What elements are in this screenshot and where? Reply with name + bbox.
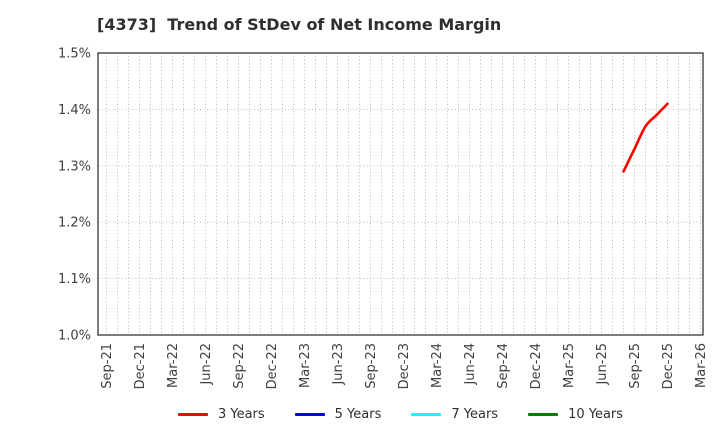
x-axis-tick-label: Jun-25 <box>595 343 610 386</box>
y-axis-tick-label: 1.5% <box>58 47 91 62</box>
y-axis-tick-label: 1.4% <box>58 103 91 118</box>
x-axis-tick-label: Dec-22 <box>265 343 280 389</box>
x-axis-tick-label: Dec-21 <box>133 343 148 389</box>
x-axis-tick-label: Mar-25 <box>562 343 577 388</box>
x-axis-tick-label: Jun-22 <box>199 343 214 386</box>
legend-label: 3 Years <box>217 406 265 422</box>
legend-swatch-5-years <box>294 412 325 416</box>
legend-label: 5 Years <box>334 406 382 422</box>
legend-swatch-7-years <box>411 412 442 416</box>
x-axis-tick-label: Sep-23 <box>364 343 379 389</box>
legend-swatch-3-years <box>177 412 208 416</box>
x-axis-tick-label: Mar-23 <box>298 343 313 388</box>
x-axis-tick-label: Mar-24 <box>430 343 445 388</box>
y-axis-tick-label: 1.3% <box>58 159 91 174</box>
legend-label: 7 Years <box>451 406 499 422</box>
x-axis-tick-label: Dec-24 <box>529 343 544 389</box>
x-axis-tick-label: Dec-23 <box>397 343 412 389</box>
legend-item-5-years: 5 Years <box>294 406 382 422</box>
legend-swatch-10-years <box>528 412 559 416</box>
series-line-3-years <box>622 102 669 173</box>
legend-item-7-years: 7 Years <box>411 407 498 422</box>
x-axis-tick-label: Sep-24 <box>496 343 511 389</box>
legend: 3 Years 5 Years 7 Years 10 Years <box>98 402 703 426</box>
y-axis-tick-label: 1.0% <box>58 329 91 344</box>
x-axis-tick-label: Sep-22 <box>232 343 247 389</box>
y-axis-tick-label: 1.2% <box>58 216 91 231</box>
legend-item-10-years: 10 Years <box>528 407 623 422</box>
x-axis-tick-label: Sep-21 <box>100 343 115 389</box>
x-axis-tick-label: Mar-22 <box>166 343 181 388</box>
x-axis-tick-label: Sep-25 <box>628 343 643 389</box>
y-axis-tick-label: 1.1% <box>58 272 91 287</box>
x-axis-tick-label: Mar-26 <box>694 343 709 388</box>
axis-frame <box>97 52 704 336</box>
legend-label: 10 Years <box>568 406 624 422</box>
x-axis-tick-label: Dec-25 <box>661 343 676 389</box>
x-axis-tick-label: Jun-23 <box>331 343 346 386</box>
chart-title: [4373] Trend of StDev of Net Income Marg… <box>97 15 502 34</box>
x-axis-tick-label: Jun-24 <box>463 343 478 386</box>
legend-item-3-years: 3 Years <box>177 406 265 422</box>
